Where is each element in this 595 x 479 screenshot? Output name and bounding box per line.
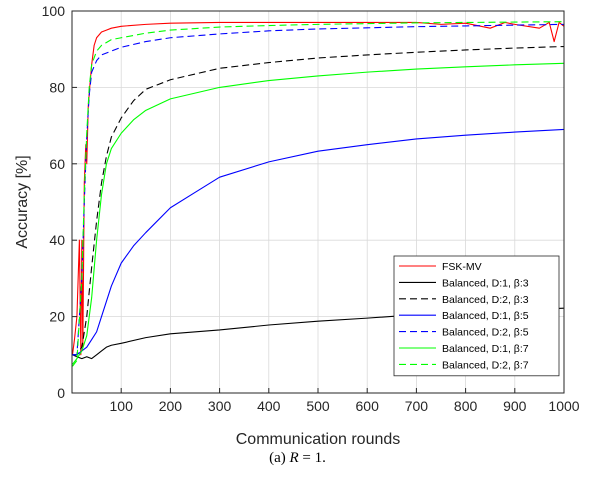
caption-suffix: = 1. <box>302 450 326 466</box>
legend-box <box>393 255 560 377</box>
x-tick-label: 500 <box>306 398 330 414</box>
series-lines <box>71 21 565 367</box>
y-tick-label: 100 <box>42 3 66 19</box>
figure-caption: (a) R = 1. <box>0 450 595 467</box>
legend-label: Balanced, D:1, β:5 <box>442 310 529 322</box>
legend: FSK-MV Balanced, D:1, β:3 Balanced, D:2, β… <box>393 255 560 377</box>
x-tick-label: 100 <box>110 398 134 414</box>
legend-label: Balanced, D:2, β:3 <box>442 294 529 306</box>
x-axis-label: Communication rounds <box>236 431 401 448</box>
legend-label: FSK-MV <box>442 261 482 273</box>
y-tick-label: 60 <box>49 156 65 172</box>
x-tick-label: 700 <box>405 398 429 414</box>
x-tick-label: 600 <box>356 398 380 414</box>
y-tick-label: 20 <box>49 309 65 325</box>
x-tick-label: 900 <box>503 398 527 414</box>
y-tick-label: 40 <box>49 232 65 248</box>
caption-prefix: (a) <box>269 450 286 466</box>
series-line-5 <box>72 62 565 365</box>
legend-label: Balanced, D:1, β:3 <box>442 277 529 289</box>
caption-variable: R <box>289 450 299 466</box>
legend-label: Balanced, D:2, β:5 <box>442 327 529 339</box>
series-line-6 <box>72 21 565 367</box>
y-tick-label: 0 <box>57 385 65 401</box>
accuracy-chart: 100 200 300 400 500 600 700 800 900 1000 0 20 40 60 80… <box>14 3 580 448</box>
x-tick-label: 1000 <box>548 398 579 414</box>
x-tick-label: 200 <box>159 398 183 414</box>
y-tick-label: 80 <box>49 79 65 95</box>
y-axis-label: Accuracy [%] <box>14 155 31 248</box>
legend-label: Balanced, D:2, β:7 <box>442 359 529 371</box>
x-tick-label: 400 <box>257 398 281 414</box>
series-line-0 <box>71 21 565 356</box>
axis-ticks: 100 200 300 400 500 600 700 800 900 1000 0 20 40 60 80… <box>42 3 580 414</box>
x-tick-label: 300 <box>208 398 232 414</box>
series-line-2 <box>72 45 565 356</box>
x-tick-label: 800 <box>454 398 478 414</box>
series-line-3 <box>72 128 565 356</box>
legend-label: Balanced, D:1, β:7 <box>442 343 529 355</box>
